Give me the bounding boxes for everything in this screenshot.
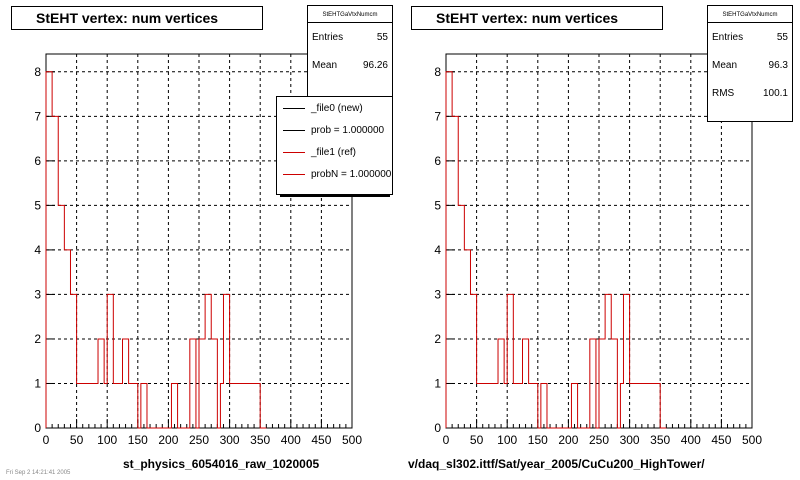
x-tick-label: 450 (711, 433, 731, 447)
legend-label: _file1 (ref) (311, 146, 357, 158)
x-tick-label: 100 (497, 433, 517, 447)
stats-row-entries: Entries 55 (708, 23, 792, 51)
y-tick-label: 1 (434, 376, 441, 390)
stats-row-mean: Mean 96.26 (308, 51, 392, 79)
x-tick-label: 0 (43, 433, 50, 447)
x-tick-label: 0 (443, 433, 450, 447)
legend-swatch (283, 151, 305, 153)
y-tick-label: 0 (34, 421, 41, 435)
stats-label: Entries (712, 31, 744, 43)
legend-swatch (283, 129, 305, 131)
histogram-series--file1-ref- (45, 71, 267, 429)
stats-value: 100.1 (762, 87, 788, 99)
stats-label: Mean (712, 59, 738, 71)
y-tick-label: 2 (34, 332, 41, 346)
stats-row-mean: Mean 96.3 (708, 51, 792, 79)
x-tick-label: 500 (342, 433, 362, 447)
x-tick-label: 450 (311, 433, 331, 447)
x-tick-label: 100 (97, 433, 117, 447)
y-tick-label: 3 (434, 287, 441, 301)
timestamp-text: Fri Sep 2 14:21:41 2005 (6, 470, 71, 476)
plot-title-right: StEHT vertex: num vertices (411, 6, 663, 30)
plot-title-left-text: StEHT vertex: num vertices (36, 10, 219, 26)
y-tick-label: 5 (34, 198, 41, 212)
x-tick-label: 150 (128, 433, 148, 447)
y-tick-label: 4 (34, 243, 41, 257)
histogram-right: 0 50 100 150 200 250 300 350 400 450 500 0 1 2 3 4 5 6 7 8 (434, 53, 762, 447)
file-label-left: st_physics_6054016_raw_1020005 (123, 457, 320, 471)
stats-value: 55 (376, 31, 388, 43)
stats-value: 96.26 (362, 59, 388, 71)
x-tick-label: 500 (742, 433, 762, 447)
x-tick-label: 150 (528, 433, 548, 447)
y-tick-label: 6 (34, 154, 41, 168)
legend-item-file1: _file1 (ref) (277, 141, 392, 163)
stats-label: Entries (312, 31, 344, 43)
histogram-series--file1-ref- (445, 71, 667, 429)
y-tick-label: 5 (434, 198, 441, 212)
file-label-right: v/daq_sl302.ittf/Sat/year_2005/CuCu200_H… (408, 457, 705, 471)
stats-box-left: StEHTGaVtxNumcm Entries 55 Mean 96.26 (307, 5, 393, 97)
y-tick-label: 7 (34, 109, 41, 123)
legend-box: _file0 (new) prob = 1.000000 _file1 (ref… (276, 96, 393, 195)
x-tick-label: 50 (470, 433, 484, 447)
stats-value: 55 (776, 31, 788, 43)
x-tick-label: 400 (681, 433, 701, 447)
x-tick-label: 200 (158, 433, 178, 447)
stats-row-rms: RMS 100.1 (708, 79, 792, 107)
stats-value: 96.3 (768, 59, 788, 71)
legend-swatch (283, 173, 305, 175)
x-tick-label: 300 (620, 433, 640, 447)
stats-row-entries: Entries 55 (308, 23, 392, 51)
x-tick-label: 250 (189, 433, 209, 447)
y-tick-label: 3 (34, 287, 41, 301)
x-tick-label: 50 (70, 433, 84, 447)
y-tick-label: 7 (434, 109, 441, 123)
stats-label: RMS (712, 87, 735, 99)
x-tick-label: 200 (558, 433, 578, 447)
legend-label: prob = 1.000000 (311, 124, 385, 136)
y-tick-label: 8 (34, 65, 41, 79)
x-tick-label: 400 (281, 433, 301, 447)
legend-item-prob: prob = 1.000000 (277, 119, 392, 141)
x-tick-label: 350 (250, 433, 270, 447)
y-tick-label: 0 (434, 421, 441, 435)
y-tick-label: 2 (434, 332, 441, 346)
plot-title-left: StEHT vertex: num vertices (11, 6, 263, 30)
stats-box-right: StEHTGaVtxNumcm Entries 55 Mean 96.3 RMS… (707, 5, 793, 122)
legend-item-file0: _file0 (new) (277, 97, 392, 119)
x-tick-label: 250 (589, 433, 609, 447)
legend-label: _file0 (new) (311, 102, 363, 114)
stats-name: StEHTGaVtxNumcm (308, 6, 392, 23)
stats-label: Mean (312, 59, 338, 71)
stats-name: StEHTGaVtxNumcm (708, 6, 792, 23)
y-tick-label: 1 (34, 376, 41, 390)
y-tick-label: 4 (434, 243, 441, 257)
y-tick-label: 6 (434, 154, 441, 168)
legend-swatch (283, 107, 305, 109)
plot-title-right-text: StEHT vertex: num vertices (436, 10, 619, 26)
x-tick-label: 300 (220, 433, 240, 447)
legend-label: probN = 1.000000 (311, 168, 392, 180)
legend-item-probN: probN = 1.000000 (277, 163, 392, 185)
y-tick-label: 8 (434, 65, 441, 79)
x-tick-label: 350 (650, 433, 670, 447)
